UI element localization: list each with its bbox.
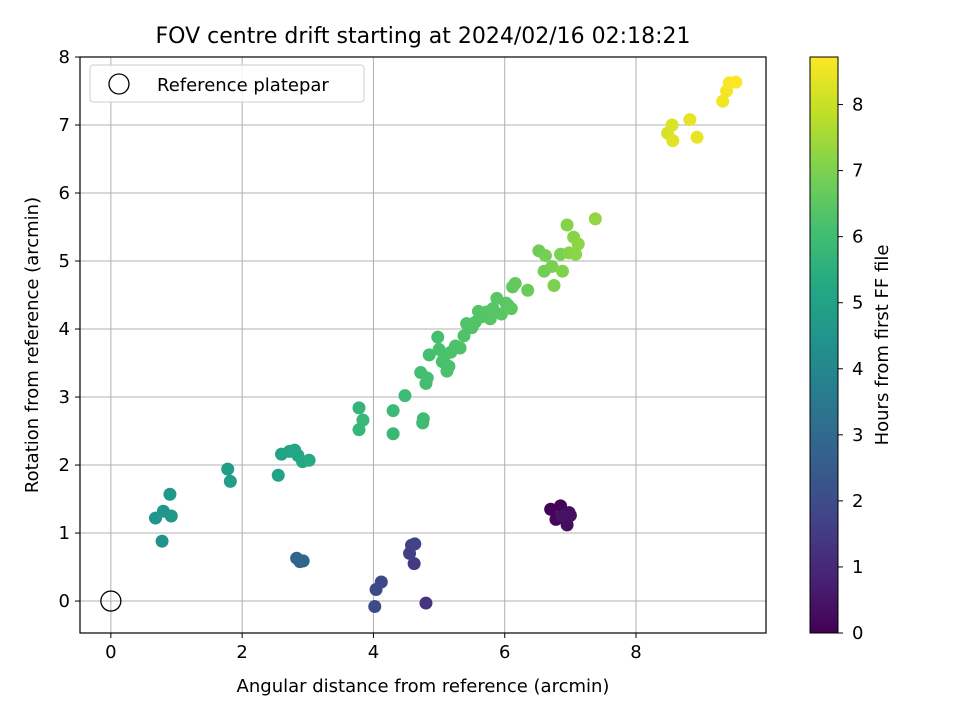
data-point bbox=[420, 371, 434, 385]
data-point bbox=[483, 312, 497, 326]
data-point bbox=[538, 249, 552, 263]
y-tick-label: 1 bbox=[59, 523, 70, 544]
data-point bbox=[352, 401, 366, 415]
data-point bbox=[521, 283, 535, 297]
colorbar-tick-label: 2 bbox=[852, 491, 863, 512]
colorbar-tick-label: 1 bbox=[852, 557, 863, 578]
x-tick-label: 4 bbox=[368, 642, 379, 663]
y-tick-label: 6 bbox=[59, 183, 70, 204]
data-point bbox=[155, 534, 169, 548]
colorbar-tick-label: 7 bbox=[852, 161, 863, 182]
data-point bbox=[407, 557, 421, 571]
y-tick-label: 3 bbox=[59, 387, 70, 408]
data-point bbox=[271, 468, 285, 482]
data-point bbox=[398, 389, 412, 403]
y-tick-label: 7 bbox=[59, 115, 70, 136]
data-point bbox=[416, 412, 430, 426]
grid-lines bbox=[80, 56, 766, 633]
data-point bbox=[386, 427, 400, 441]
data-point bbox=[442, 359, 456, 373]
colorbar-tick-label: 8 bbox=[852, 95, 863, 116]
data-points bbox=[100, 75, 743, 613]
data-point bbox=[544, 502, 558, 516]
data-point bbox=[368, 599, 382, 613]
data-point bbox=[223, 474, 237, 488]
data-point bbox=[665, 118, 679, 132]
data-point bbox=[666, 134, 680, 148]
data-point bbox=[453, 341, 467, 355]
x-tick-label: 2 bbox=[236, 642, 247, 663]
data-point bbox=[386, 404, 400, 418]
chart-title: FOV centre drift starting at 2024/02/16 … bbox=[156, 24, 691, 49]
axis-ticks: 0 2 4 6 8 0 1 2 3 4 5 6 7 8 bbox=[59, 47, 642, 663]
colorbar-tick-label: 6 bbox=[852, 227, 863, 248]
data-point bbox=[296, 554, 310, 568]
x-tick-label: 8 bbox=[630, 642, 641, 663]
y-tick-label: 0 bbox=[59, 591, 70, 612]
data-point bbox=[560, 218, 574, 232]
data-point bbox=[588, 212, 602, 226]
x-tick-label: 0 bbox=[105, 642, 116, 663]
plot-frame bbox=[79, 56, 767, 634]
colorbar bbox=[809, 56, 839, 634]
data-point bbox=[555, 509, 569, 523]
data-point bbox=[555, 264, 569, 278]
data-point bbox=[729, 75, 743, 89]
y-tick-label: 5 bbox=[59, 251, 70, 272]
data-point bbox=[369, 582, 383, 596]
data-point bbox=[690, 130, 704, 144]
data-point bbox=[716, 94, 730, 108]
data-point bbox=[221, 462, 235, 476]
data-point bbox=[419, 596, 433, 610]
data-point bbox=[408, 537, 422, 551]
data-point bbox=[504, 302, 518, 316]
data-point bbox=[457, 329, 471, 343]
legend-box bbox=[89, 64, 365, 103]
legend-marker-icon bbox=[108, 73, 130, 95]
colorbar-tick-label: 3 bbox=[852, 425, 863, 446]
colorbar-tick-label: 0 bbox=[852, 623, 863, 644]
data-point bbox=[164, 509, 178, 523]
colorbar-tick-label: 5 bbox=[852, 293, 863, 314]
colorbar-ticks: 0 1 2 3 4 5 6 7 8 bbox=[838, 95, 863, 644]
data-point bbox=[356, 413, 370, 427]
data-point bbox=[422, 348, 436, 362]
x-axis-label: Angular distance from reference (arcmin) bbox=[237, 676, 610, 697]
data-point bbox=[569, 247, 583, 261]
data-point bbox=[571, 237, 585, 251]
y-axis-label: Rotation from reference (arcmin) bbox=[22, 197, 43, 493]
y-tick-label: 4 bbox=[59, 319, 70, 340]
x-tick-label: 6 bbox=[499, 642, 510, 663]
legend: Reference platepar bbox=[89, 64, 365, 103]
colorbar-label: Hours from first FF file bbox=[872, 245, 893, 446]
reference-platepar-marker bbox=[100, 590, 122, 612]
data-point bbox=[508, 276, 522, 290]
data-point bbox=[431, 330, 445, 344]
data-point bbox=[683, 113, 697, 127]
y-tick-label: 2 bbox=[59, 455, 70, 476]
data-point bbox=[545, 259, 559, 273]
y-tick-label: 8 bbox=[59, 47, 70, 68]
data-point bbox=[547, 278, 561, 292]
legend-label: Reference platepar bbox=[157, 75, 329, 96]
colorbar-tick-label: 4 bbox=[852, 359, 863, 380]
data-point bbox=[163, 487, 177, 501]
data-point bbox=[302, 453, 316, 467]
